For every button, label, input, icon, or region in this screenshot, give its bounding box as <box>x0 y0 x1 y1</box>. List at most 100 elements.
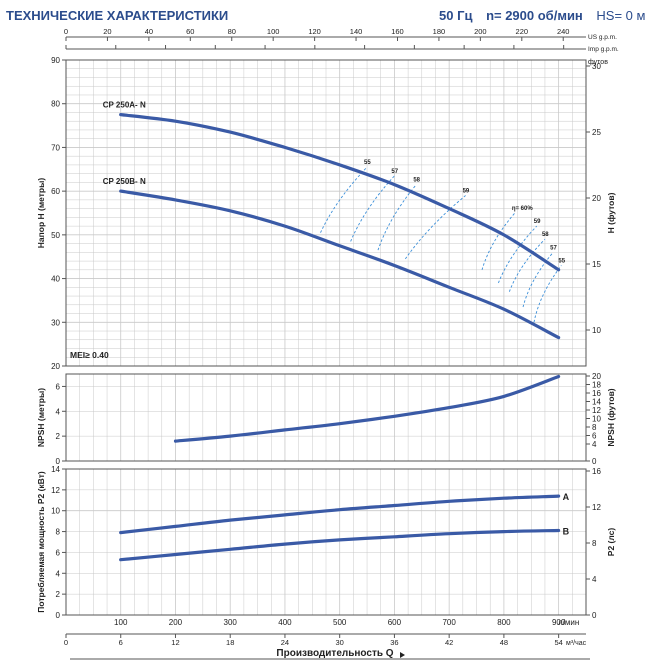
y-tick-label: 60 <box>51 187 60 196</box>
power-curve-a <box>119 494 561 535</box>
us-gpm-tick-label: 160 <box>391 27 404 36</box>
y2-tick-label: 0 <box>592 457 597 466</box>
y-tick-label: 14 <box>51 465 60 474</box>
m3h-tick-label: 48 <box>500 638 508 647</box>
us-gpm-unit-label: US g.p.m. <box>588 34 617 41</box>
y-tick-label: 2 <box>56 590 61 599</box>
imp-gpm-unit-label: Imp g.p.m. <box>588 46 619 53</box>
lmin-tick-label: 200 <box>169 618 183 627</box>
power-curve-b <box>119 528 561 562</box>
y2-tick-label: 20 <box>592 194 601 203</box>
x-axis-label: Производительность Q <box>276 648 393 659</box>
y-tick-label: 4 <box>56 569 61 578</box>
lmin-tick-label: 800 <box>497 618 511 627</box>
y2-tick-label: 10 <box>592 326 601 335</box>
head-frame <box>65 59 587 367</box>
m3h-tick-label: 54 <box>554 638 562 647</box>
lmin-tick-label: 700 <box>442 618 456 627</box>
y2-tick-label: 16 <box>592 389 601 398</box>
head-curve-label: CP 250B- N <box>103 177 146 186</box>
y-tick-label: 0 <box>56 457 61 466</box>
y-tick-label: 20 <box>51 362 60 371</box>
m3h-tick-label: 24 <box>281 638 289 647</box>
m3h-tick-label: 36 <box>390 638 398 647</box>
y2-tick-label: 12 <box>592 503 601 512</box>
y2-tick-label: 4 <box>592 575 597 584</box>
frequency-label: 50 Гц <box>439 8 473 23</box>
m3h-tick-label: 42 <box>445 638 453 647</box>
efficiency-line <box>404 195 466 260</box>
efficiency-label: η= 60% <box>512 206 534 212</box>
y-tick-label: 12 <box>51 486 60 495</box>
power-y2-axis-label: P2 (лс) <box>606 528 616 557</box>
y2-tick-label: 30 <box>592 62 601 71</box>
us-gpm-tick-label: 0 <box>64 27 68 36</box>
y-tick-label: 6 <box>56 382 61 391</box>
us-gpm-tick-label: 100 <box>267 27 280 36</box>
efficiency-label: 59 <box>463 189 470 195</box>
efficiency-line <box>522 252 554 308</box>
y2-tick-label: 10 <box>592 415 601 424</box>
y-tick-label: 70 <box>51 143 60 152</box>
efficiency-label: 58 <box>542 232 549 238</box>
npsh-y2-axis-label: NPSH (футов) <box>606 388 616 446</box>
m3h-tick-label: 18 <box>226 638 234 647</box>
chart-title: ТЕХНИЧЕСКИЕ ХАРАКТЕРИСТИКИ <box>6 8 229 23</box>
npsh-y-axis-label: NPSH (метры) <box>36 388 46 447</box>
y-tick-label: 40 <box>51 275 60 284</box>
x-axis-arrow-icon <box>400 652 405 658</box>
head-y2-axis-label: H (футов) <box>606 192 616 233</box>
y-tick-label: 10 <box>51 507 60 516</box>
y2-tick-label: 4 <box>592 440 597 449</box>
efficiency-label: 59 <box>534 219 541 225</box>
y2-tick-label: 0 <box>592 611 597 620</box>
speed-label: n= 2900 об/мин <box>486 8 583 23</box>
lmin-tick-label: 300 <box>224 618 238 627</box>
us-gpm-tick-label: 20 <box>103 27 111 36</box>
y2-tick-label: 20 <box>592 372 601 381</box>
y-tick-label: 90 <box>51 56 60 65</box>
lmin-tick-label: 900 <box>552 618 566 627</box>
y2-tick-label: 12 <box>592 406 601 415</box>
us-gpm-tick-label: 140 <box>350 27 363 36</box>
y2-tick-label: 16 <box>592 467 601 476</box>
y-tick-label: 30 <box>51 318 60 327</box>
efficiency-line <box>508 238 546 292</box>
efficiency-label: 57 <box>550 245 557 251</box>
y-tick-label: 0 <box>56 611 61 620</box>
y2-tick-label: 18 <box>592 381 601 390</box>
power-panel: 0 2 4 6 8 10 12 14 0 4 8 12 16 Потребляемая мощность … <box>36 465 616 620</box>
y-tick-label: 8 <box>56 528 61 537</box>
efficiency-line <box>481 212 516 270</box>
efficiency-line <box>533 265 562 323</box>
efficiency-line <box>498 225 538 284</box>
y2-tick-label: 25 <box>592 128 601 137</box>
head-curve-a <box>119 113 561 272</box>
lmin-tick-label: 400 <box>278 618 292 627</box>
us-gpm-tick-label: 120 <box>308 27 321 36</box>
head-curve-b <box>119 189 561 340</box>
us-gpm-tick-label: 180 <box>433 27 446 36</box>
m3h-unit-label: м³/час <box>566 640 587 647</box>
m3h-tick-label: 30 <box>336 638 344 647</box>
y2-tick-label: 14 <box>592 398 601 407</box>
us-gpm-tick-label: 200 <box>474 27 487 36</box>
head-y-axis-label: Напор H (метры) <box>36 178 46 249</box>
efficiency-label: 57 <box>391 169 398 175</box>
mei-note: MEI≥ 0.40 <box>70 350 109 360</box>
m3h-tick-label: 6 <box>119 638 123 647</box>
power-curve-label: A <box>563 492 570 502</box>
efficiency-line <box>320 166 368 233</box>
y-tick-label: 6 <box>56 548 61 557</box>
y2-tick-label: 8 <box>592 539 597 548</box>
npsh-frame <box>65 373 587 462</box>
y-tick-label: 50 <box>51 231 60 240</box>
npsh-curve <box>173 374 561 443</box>
operating-conditions: 50 Гц n= 2900 об/мин HS= 0 м <box>439 8 645 23</box>
head-panel: 20 30 40 50 60 70 80 90 10 15 20 25 30 Напор H (метры… <box>36 56 616 371</box>
y-tick-label: 2 <box>56 432 61 441</box>
y2-unit-label: футов <box>588 59 608 66</box>
power-frame <box>65 468 587 616</box>
